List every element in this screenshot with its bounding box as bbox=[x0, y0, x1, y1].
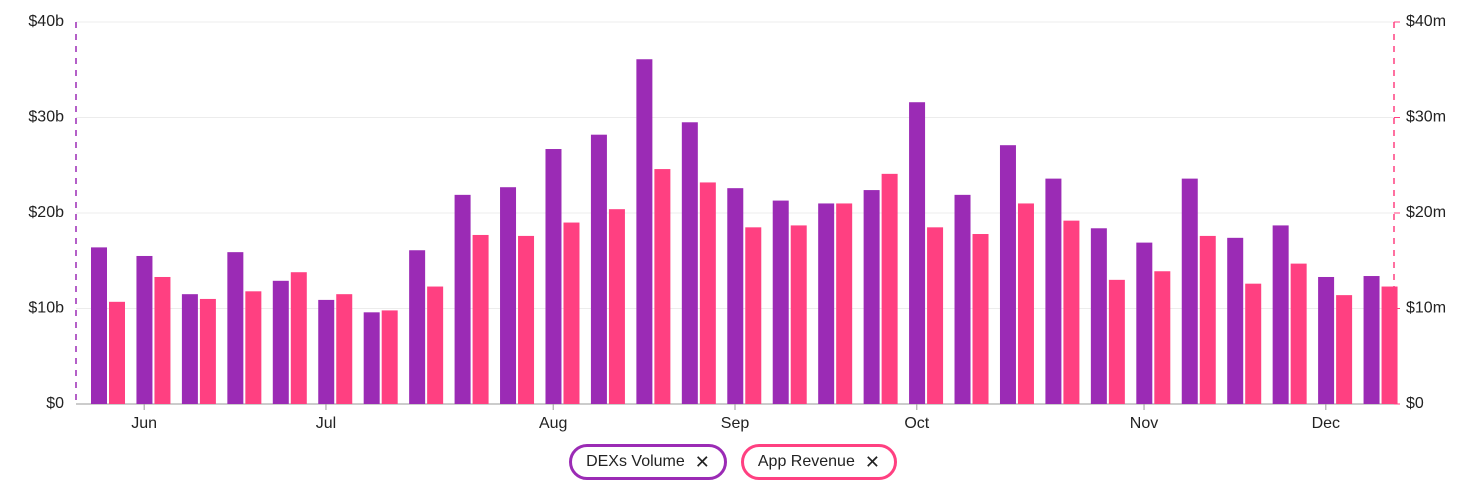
bar bbox=[318, 299, 335, 404]
bar bbox=[1272, 225, 1289, 404]
bar bbox=[1136, 242, 1153, 404]
bar bbox=[518, 235, 535, 404]
y-tick-label: $20b bbox=[28, 204, 64, 221]
bar bbox=[836, 203, 853, 404]
bar bbox=[654, 169, 671, 404]
y-tick-label: $30b bbox=[28, 109, 64, 126]
bar bbox=[790, 225, 807, 404]
bar bbox=[427, 286, 444, 404]
bar bbox=[1108, 279, 1125, 404]
x-tick-label: Oct bbox=[904, 415, 929, 432]
y2-tick-label: $40m bbox=[1406, 13, 1446, 30]
remove-icon[interactable]: ✕ bbox=[864, 451, 880, 472]
bar bbox=[154, 276, 171, 404]
y2-tick-label: $10m bbox=[1406, 300, 1446, 317]
bar bbox=[909, 102, 926, 404]
x-tick-label: Jun bbox=[131, 415, 157, 432]
y-tick-label: $10b bbox=[28, 300, 64, 317]
bar bbox=[290, 272, 307, 404]
bar bbox=[772, 200, 789, 404]
chart: $0 $10b $20b $30b $40b $0 $10m $20m $30m $40m Jun J… bbox=[28, 13, 1446, 432]
bar bbox=[727, 188, 744, 404]
bar bbox=[954, 194, 971, 404]
bar bbox=[91, 247, 107, 404]
bar bbox=[972, 234, 989, 404]
bar bbox=[363, 312, 380, 404]
bar bbox=[745, 227, 762, 404]
x-tick-label: Sep bbox=[721, 415, 750, 432]
bar bbox=[636, 59, 653, 405]
bar bbox=[500, 187, 517, 404]
y2-tick-label: $30m bbox=[1406, 109, 1446, 126]
legend-label: DEXs Volume bbox=[586, 453, 685, 470]
bar bbox=[272, 280, 289, 404]
bar bbox=[1336, 295, 1353, 404]
bar bbox=[109, 301, 125, 404]
bar bbox=[927, 227, 944, 404]
bar bbox=[881, 173, 898, 404]
bar bbox=[1245, 283, 1262, 404]
x-tick-label: Jul bbox=[316, 415, 336, 432]
legend-label: App Revenue bbox=[757, 453, 855, 470]
bar bbox=[472, 234, 489, 404]
bar bbox=[818, 203, 835, 404]
y-tick-label: $0 bbox=[46, 395, 64, 412]
bar bbox=[608, 209, 625, 404]
bar bbox=[699, 182, 716, 404]
bar bbox=[1017, 203, 1034, 404]
bar bbox=[454, 194, 471, 404]
bar bbox=[1227, 237, 1244, 404]
bar bbox=[1318, 276, 1335, 404]
legend-item[interactable]: App Revenue ✕ bbox=[740, 444, 897, 480]
bar bbox=[590, 134, 607, 404]
bar bbox=[1290, 263, 1307, 404]
bar bbox=[545, 149, 562, 404]
legend-item[interactable]: DEXs Volume ✕ bbox=[569, 444, 727, 480]
bar bbox=[1045, 178, 1062, 404]
bar bbox=[999, 145, 1016, 404]
bar bbox=[681, 122, 698, 405]
bar bbox=[136, 255, 153, 404]
bar bbox=[381, 310, 398, 404]
bar bbox=[1181, 178, 1198, 404]
bar bbox=[199, 298, 216, 404]
y-tick-label: $40b bbox=[28, 13, 64, 30]
x-tick-label: Dec bbox=[1312, 415, 1340, 432]
x-tick-label: Aug bbox=[539, 415, 567, 432]
bar bbox=[1090, 228, 1107, 404]
bar bbox=[1154, 271, 1171, 404]
bar bbox=[1199, 235, 1216, 404]
y2-tick-label: $20m bbox=[1406, 204, 1446, 221]
remove-icon[interactable]: ✕ bbox=[694, 451, 710, 472]
bar bbox=[1363, 276, 1380, 404]
bar bbox=[245, 291, 262, 404]
bar bbox=[336, 294, 353, 404]
bar bbox=[227, 252, 244, 404]
y2-tick-label: $0 bbox=[1406, 395, 1424, 412]
bar bbox=[409, 250, 426, 404]
bar bbox=[863, 190, 880, 404]
x-tick-label: Nov bbox=[1130, 415, 1158, 432]
bar bbox=[181, 294, 198, 404]
bar bbox=[1381, 286, 1398, 404]
bar bbox=[1063, 220, 1080, 404]
legend: DEXs Volume ✕ App Revenue ✕ bbox=[0, 444, 1466, 480]
bar bbox=[563, 222, 580, 404]
